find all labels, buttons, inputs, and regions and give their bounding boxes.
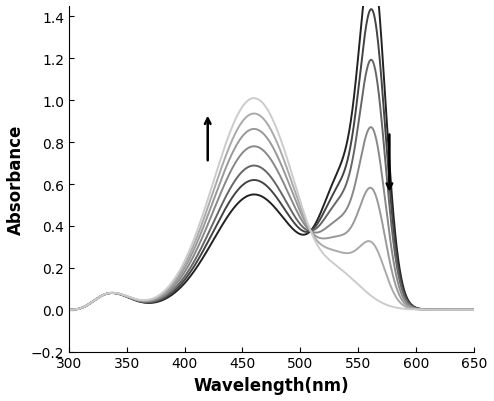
X-axis label: Wavelength(nm): Wavelength(nm): [194, 376, 349, 394]
Y-axis label: Absorbance: Absorbance: [7, 124, 25, 235]
